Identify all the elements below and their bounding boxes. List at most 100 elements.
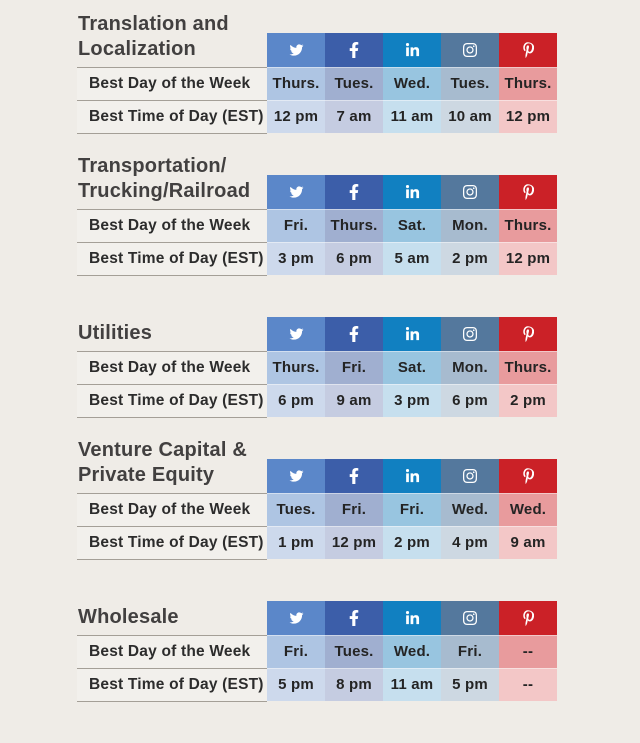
social-grid: Tues. Fri. Fri. Wed. Wed. 1 pm 12 pm 2 p… (267, 459, 557, 559)
facebook-header-cell (325, 33, 383, 67)
best-time-value: 6 pm (325, 242, 383, 275)
pinterest-header-cell (499, 601, 557, 635)
tables-container: Translation and Localization Best Day of … (77, 13, 557, 702)
best-day-value: Fri. (325, 493, 383, 526)
industry-title-line: Wholesale (78, 606, 179, 628)
linkedin-header-cell (383, 175, 441, 209)
social-grid: Fri. Tues. Wed. Fri. -- 5 pm 8 pm 11 am … (267, 601, 557, 701)
best-day-value: Tues. (267, 493, 325, 526)
linkedin-header-cell (383, 601, 441, 635)
best-time-value: 2 pm (383, 526, 441, 559)
best-time-value: 2 pm (499, 384, 557, 417)
best-day-value: Thurs. (499, 351, 557, 384)
industry-title-line: Venture Capital & (78, 439, 247, 461)
best-time-value: 9 am (499, 526, 557, 559)
pinterest-header-cell (499, 459, 557, 493)
pinterest-header-cell (499, 33, 557, 67)
best-day-value: Fri. (325, 351, 383, 384)
best-day-value: Tues. (325, 67, 383, 100)
best-day-label: Best Day of the Week (77, 351, 267, 384)
linkedin-header-cell (383, 317, 441, 351)
facebook-f-icon (349, 42, 359, 58)
instagram-header-cell (441, 175, 499, 209)
industry-title: Wholesale (78, 605, 273, 630)
best-day-label: Best Day of the Week (77, 635, 267, 668)
best-time-value: 12 pm (325, 526, 383, 559)
best-time-value: 12 pm (499, 100, 557, 133)
industry-title: Utilities (78, 321, 273, 346)
best-time-value: 3 pm (383, 384, 441, 417)
facebook-header-cell (325, 175, 383, 209)
best-day-value: Wed. (441, 493, 499, 526)
best-day-value: Mon. (441, 209, 499, 242)
instagram-icon (462, 42, 478, 57)
best-time-value: 1 pm (267, 526, 325, 559)
best-time-value: 6 pm (441, 384, 499, 417)
best-time-label: Best Time of Day (EST) (77, 242, 267, 276)
twitter-header-cell (267, 33, 325, 67)
best-day-value: Thurs. (325, 209, 383, 242)
industry-table: Wholesale Best Day of the Week Best Time… (77, 601, 557, 702)
best-time-value: 6 pm (267, 384, 325, 417)
linkedin-in-icon (405, 610, 419, 624)
instagram-header-cell (441, 459, 499, 493)
best-time-label: Best Time of Day (EST) (77, 100, 267, 134)
best-day-label: Best Day of the Week (77, 67, 267, 100)
best-day-value: Fri. (441, 635, 499, 668)
best-time-value: 7 am (325, 100, 383, 133)
industry-title-line: Translation and (78, 13, 229, 35)
industry-title-line: Transportation/ (78, 155, 227, 177)
industry-title: Venture Capital & Private Equity (78, 438, 273, 488)
linkedin-header-cell (383, 33, 441, 67)
pinterest-p-icon (523, 610, 534, 626)
best-time-value: 5 pm (267, 668, 325, 701)
best-time-value: 2 pm (441, 242, 499, 275)
pinterest-header-cell (499, 175, 557, 209)
best-day-value: Thurs. (499, 67, 557, 100)
pinterest-p-icon (523, 184, 534, 200)
instagram-icon (462, 326, 478, 341)
best-day-value: Thurs. (499, 209, 557, 242)
best-day-value: Sat. (383, 209, 441, 242)
best-day-value: Fri. (383, 493, 441, 526)
facebook-header-cell (325, 601, 383, 635)
facebook-f-icon (349, 468, 359, 484)
twitter-header-cell (267, 459, 325, 493)
social-grid: Thurs. Fri. Sat. Mon. Thurs. 6 pm 9 am 3… (267, 317, 557, 417)
twitter-bird-icon (289, 44, 303, 56)
best-time-value: 12 pm (267, 100, 325, 133)
industry-title-line: Private Equity (78, 464, 215, 486)
best-day-value: Sat. (383, 351, 441, 384)
industry-table: Venture Capital & Private Equity Best Day… (77, 439, 557, 560)
best-day-label: Best Day of the Week (77, 493, 267, 526)
linkedin-in-icon (405, 326, 419, 340)
social-grid: Thurs. Tues. Wed. Tues. Thurs. 12 pm 7 a… (267, 33, 557, 133)
linkedin-in-icon (405, 184, 419, 198)
facebook-f-icon (349, 326, 359, 342)
best-time-value: 5 pm (441, 668, 499, 701)
social-grid: Fri. Thurs. Sat. Mon. Thurs. 3 pm 6 pm 5… (267, 175, 557, 275)
best-time-label: Best Time of Day (EST) (77, 668, 267, 702)
instagram-icon (462, 184, 478, 199)
facebook-f-icon (349, 610, 359, 626)
best-time-label: Best Time of Day (EST) (77, 384, 267, 418)
pinterest-p-icon (523, 42, 534, 58)
twitter-header-cell (267, 317, 325, 351)
best-time-value: 8 pm (325, 668, 383, 701)
industry-title-line: Localization (78, 38, 196, 60)
best-time-value: 5 am (383, 242, 441, 275)
twitter-bird-icon (289, 328, 303, 340)
instagram-header-cell (441, 601, 499, 635)
best-time-value: 11 am (383, 100, 441, 133)
instagram-icon (462, 610, 478, 625)
twitter-header-cell (267, 175, 325, 209)
best-time-value: 11 am (383, 668, 441, 701)
best-time-value: 3 pm (267, 242, 325, 275)
best-time-value: -- (499, 668, 557, 701)
twitter-bird-icon (289, 470, 303, 482)
best-time-label: Best Time of Day (EST) (77, 526, 267, 560)
instagram-icon (462, 468, 478, 483)
pinterest-p-icon (523, 468, 534, 484)
best-day-value: Mon. (441, 351, 499, 384)
